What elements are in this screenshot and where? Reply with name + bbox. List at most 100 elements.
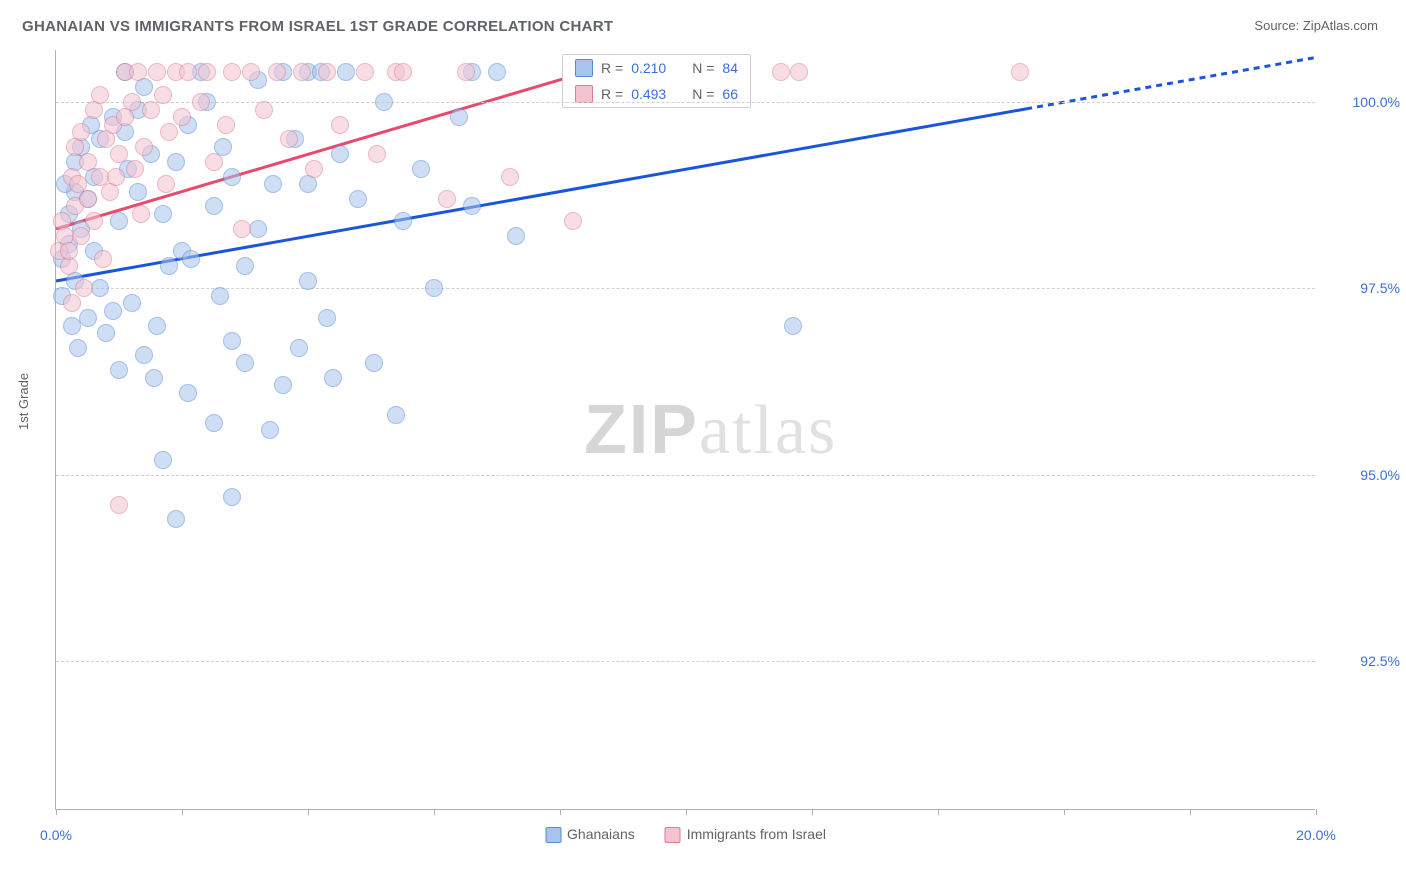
scatter-point — [192, 93, 210, 111]
scatter-point — [368, 145, 386, 163]
scatter-point — [129, 63, 147, 81]
y-tick-label: 100.0% — [1353, 94, 1400, 110]
scatter-point — [425, 279, 443, 297]
scatter-point — [132, 205, 150, 223]
x-tick — [812, 809, 813, 815]
scatter-point — [110, 212, 128, 230]
legend-item: Ghanaians — [545, 826, 635, 843]
scatter-point — [173, 108, 191, 126]
scatter-point — [223, 63, 241, 81]
scatter-point — [564, 212, 582, 230]
scatter-point — [79, 190, 97, 208]
source-value: ZipAtlas.com — [1303, 18, 1378, 33]
scatter-point — [160, 257, 178, 275]
scatter-point — [784, 317, 802, 335]
scatter-point — [790, 63, 808, 81]
scatter-point — [394, 63, 412, 81]
scatter-point — [217, 116, 235, 134]
scatter-point — [264, 175, 282, 193]
chart-title: GHANAIAN VS IMMIGRANTS FROM ISRAEL 1ST G… — [22, 18, 613, 35]
scatter-point — [501, 168, 519, 186]
scatter-point — [280, 130, 298, 148]
scatter-point — [236, 354, 254, 372]
watermark: ZIPatlas — [584, 389, 837, 471]
scatter-point — [318, 63, 336, 81]
legend-swatch — [575, 59, 593, 77]
scatter-point — [179, 384, 197, 402]
scatter-point — [772, 63, 790, 81]
scatter-point — [123, 93, 141, 111]
scatter-point — [129, 183, 147, 201]
scatter-point — [205, 414, 223, 432]
scatter-point — [356, 63, 374, 81]
legend-swatch — [575, 85, 593, 103]
scatter-point — [457, 63, 475, 81]
scatter-point — [107, 168, 125, 186]
y-tick-label: 92.5% — [1360, 653, 1400, 669]
scatter-point — [63, 294, 81, 312]
scatter-point — [135, 138, 153, 156]
x-tick — [1190, 809, 1191, 815]
scatter-point — [110, 496, 128, 514]
scatter-point — [79, 153, 97, 171]
scatter-point — [110, 145, 128, 163]
scatter-point — [85, 212, 103, 230]
y-tick-label: 95.0% — [1360, 467, 1400, 483]
scatter-point — [94, 250, 112, 268]
scatter-point — [154, 451, 172, 469]
x-tick — [1316, 809, 1317, 815]
x-tick — [308, 809, 309, 815]
scatter-point — [305, 160, 323, 178]
scatter-point — [255, 101, 273, 119]
scatter-point — [160, 123, 178, 141]
scatter-point — [72, 123, 90, 141]
legend-n-label: N = — [692, 86, 714, 102]
legend-item: Immigrants from Israel — [665, 826, 826, 843]
scatter-point — [387, 406, 405, 424]
scatter-point — [331, 145, 349, 163]
scatter-point — [123, 294, 141, 312]
scatter-point — [223, 332, 241, 350]
scatter-point — [233, 220, 251, 238]
x-tick-label: 0.0% — [40, 827, 72, 843]
scatter-point — [145, 369, 163, 387]
scatter-point — [394, 212, 412, 230]
scatter-point — [507, 227, 525, 245]
scatter-point — [69, 339, 87, 357]
legend-label: Ghanaians — [567, 826, 635, 842]
scatter-point — [157, 175, 175, 193]
scatter-point — [97, 324, 115, 342]
scatter-point — [148, 63, 166, 81]
scatter-point — [242, 63, 260, 81]
scatter-point — [104, 302, 122, 320]
scatter-point — [126, 160, 144, 178]
scatter-point — [60, 242, 78, 260]
scatter-point — [318, 309, 336, 327]
scatter-point — [135, 346, 153, 364]
scatter-point — [463, 197, 481, 215]
scatter-point — [331, 116, 349, 134]
scatter-point — [337, 63, 355, 81]
scatter-point — [205, 153, 223, 171]
x-tick — [938, 809, 939, 815]
legend-n-value: 66 — [722, 86, 738, 102]
scatter-point — [290, 339, 308, 357]
scatter-point — [179, 63, 197, 81]
scatter-point — [375, 93, 393, 111]
legend-swatch — [665, 827, 681, 843]
scatter-point — [223, 168, 241, 186]
gridline-h — [56, 288, 1315, 289]
scatter-point — [205, 197, 223, 215]
legend-r-label: R = — [601, 60, 623, 76]
plot-area: ZIPatlas R =0.210N =84R =0.493N =66 Ghan… — [55, 50, 1315, 810]
scatter-point — [438, 190, 456, 208]
x-tick — [560, 809, 561, 815]
scatter-point — [148, 317, 166, 335]
scatter-point — [91, 279, 109, 297]
x-tick — [686, 809, 687, 815]
scatter-point — [412, 160, 430, 178]
trend-lines-svg — [56, 50, 1315, 809]
scatter-point — [72, 227, 90, 245]
legend-label: Immigrants from Israel — [687, 826, 826, 842]
x-tick — [182, 809, 183, 815]
